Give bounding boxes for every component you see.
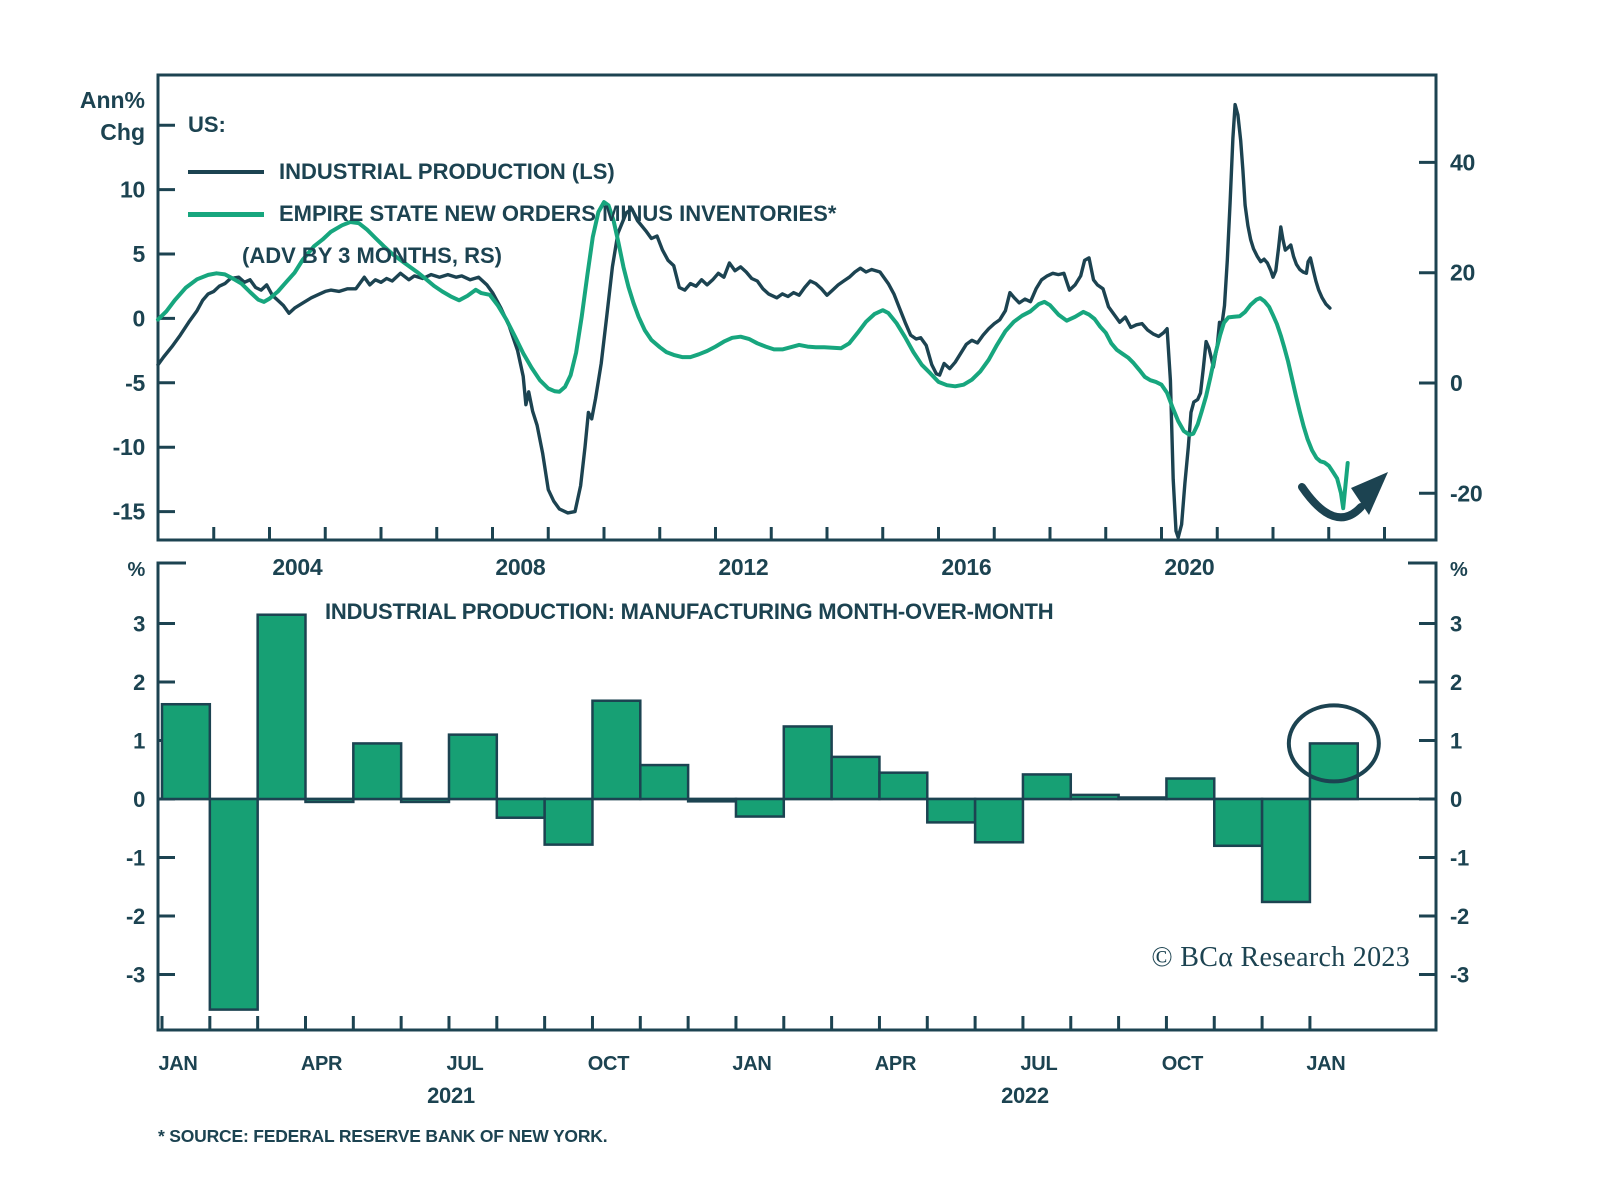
bottom-right-axis-tick-label: -2	[1450, 904, 1469, 929]
bar-jun-2022	[973, 797, 1025, 844]
top-left-axis-tick-label: -15	[113, 499, 146, 525]
month-tick-label: OCT	[588, 1053, 629, 1075]
bar-sep-2022	[1117, 796, 1168, 801]
bottom-left-axis-tick-label: 0	[133, 787, 145, 812]
bar-sep-2021	[543, 797, 594, 846]
bar-aug-2021	[495, 797, 546, 819]
month-tick-label: OCT	[1162, 1053, 1203, 1075]
bottom-panel-border	[156, 561, 1438, 1032]
bottom-left-axis-tick-label: 3	[133, 612, 145, 637]
legend-item-empire-state-note: (ADV BY 3 MONTHS, RS)	[242, 243, 502, 269]
bar-jul-2022	[1021, 773, 1073, 801]
top-right-axis-tick-label: 20	[1450, 260, 1475, 286]
legend-item-industrial-production: INDUSTRIAL PRODUCTION (LS)	[188, 159, 615, 185]
bottom-right-axis-tick-label: 0	[1450, 787, 1462, 812]
top-left-axis-tick-label: 10	[120, 177, 145, 203]
bar-oct-2021	[591, 699, 642, 801]
bar-nov-2022	[1213, 797, 1264, 848]
percent-unit-label-right: %	[1450, 559, 1468, 581]
bar-dec-2022	[1260, 797, 1312, 904]
bottom-left-axis-tick-label: -3	[126, 963, 145, 988]
top-left-axis-tick-label: -5	[125, 370, 145, 396]
bottom-panel-title: INDUSTRIAL PRODUCTION: MANUFACTURING MON…	[325, 599, 1054, 624]
year-tick-label: 2020	[1164, 554, 1214, 580]
percent-unit-label-left: %	[128, 559, 146, 581]
legend-label-empire-state-note: (ADV BY 3 MONTHS, RS)	[242, 243, 502, 268]
month-tick-label: JUL	[1020, 1053, 1057, 1075]
left-axis-title-line1: Ann%	[79, 87, 145, 113]
top-panel-border	[156, 73, 1438, 542]
month-tick-label: JAN	[1306, 1053, 1345, 1075]
swoosh-arrowhead-icon	[1351, 472, 1388, 515]
legend-label-empire-state: EMPIRE STATE NEW ORDERS MINUS INVENTORIE…	[279, 201, 837, 226]
copyright-notice: © BCα Research 2023	[1151, 942, 1410, 973]
bar-jun-2021	[399, 797, 451, 804]
bar-jul-2021	[447, 733, 499, 801]
year-tick-label: 2008	[495, 554, 545, 580]
year-tick-label: 2012	[718, 554, 768, 580]
bar-mar-2022	[830, 755, 881, 801]
top-right-axis-tick-label: -20	[1450, 480, 1482, 506]
legend-group-label: US:	[188, 112, 226, 137]
bottom-right-axis-tick-label: -3	[1450, 963, 1469, 988]
month-tick-label: JAN	[158, 1053, 197, 1075]
top-right-axis-tick-label: 0	[1450, 370, 1463, 396]
left-axis-title: Ann% Chg	[55, 84, 145, 148]
source-footnote: * SOURCE: FEDERAL RESERVE BANK OF NEW YO…	[158, 1126, 608, 1146]
month-tick-label: JAN	[732, 1053, 771, 1075]
industrial-production-line-swatch	[188, 170, 264, 174]
bottom-year-label: 2022	[1001, 1083, 1049, 1108]
bar-oct-2022	[1165, 777, 1216, 801]
bottom-left-axis-tick-label: -1	[126, 846, 145, 871]
bar-jan-2021	[160, 702, 212, 801]
bar-feb-2021	[208, 797, 259, 1011]
top-left-axis-tick-label: 0	[133, 305, 146, 331]
bar-jan-2023	[1308, 742, 1360, 801]
bar-apr-2022	[878, 771, 929, 801]
month-tick-label: APR	[301, 1053, 343, 1075]
left-axis-title-line2: Chg	[100, 119, 145, 145]
top-right-axis-tick-label: 40	[1450, 149, 1475, 175]
empire-state-line	[156, 200, 1350, 511]
bar-may-2022	[926, 797, 977, 824]
year-tick-label: 2016	[941, 554, 991, 580]
bar-nov-2021	[639, 763, 690, 801]
top-left-axis-tick-label: -10	[113, 434, 145, 460]
bar-apr-2021	[304, 797, 355, 804]
top-left-axis-tick-label: 5	[133, 241, 146, 267]
bottom-right-axis-tick-label: 3	[1450, 612, 1462, 637]
bar-feb-2022	[782, 725, 833, 801]
bar-mar-2021	[256, 613, 307, 801]
bar-may-2021	[352, 742, 403, 801]
bar-jan-2022	[734, 797, 786, 818]
bottom-right-axis-tick-label: 2	[1450, 670, 1462, 695]
month-tick-label: APR	[875, 1053, 917, 1075]
year-tick-label: 2004	[272, 554, 322, 580]
legend-item-empire-state: EMPIRE STATE NEW ORDERS MINUS INVENTORIE…	[188, 201, 836, 227]
empire-state-line-swatch	[188, 211, 264, 217]
swoosh-arrow-icon	[1298, 483, 1365, 522]
bottom-year-label: 2021	[427, 1083, 475, 1108]
highlight-circle	[1286, 703, 1381, 784]
bottom-left-axis-tick-label: 2	[133, 670, 145, 695]
bar-aug-2022	[1069, 793, 1120, 801]
bottom-left-axis-tick-label: 1	[133, 729, 145, 754]
bottom-right-axis-tick-label: -1	[1450, 846, 1469, 871]
bottom-left-axis-tick-label: -2	[126, 904, 145, 929]
bottom-right-axis-tick-label: 1	[1450, 729, 1462, 754]
legend-label-industrial-production: INDUSTRIAL PRODUCTION (LS)	[279, 159, 615, 184]
legend: US: INDUSTRIAL PRODUCTION (LS) EMPIRE ST…	[188, 112, 836, 268]
bar-dec-2021	[686, 797, 738, 803]
month-tick-label: JUL	[447, 1053, 484, 1075]
